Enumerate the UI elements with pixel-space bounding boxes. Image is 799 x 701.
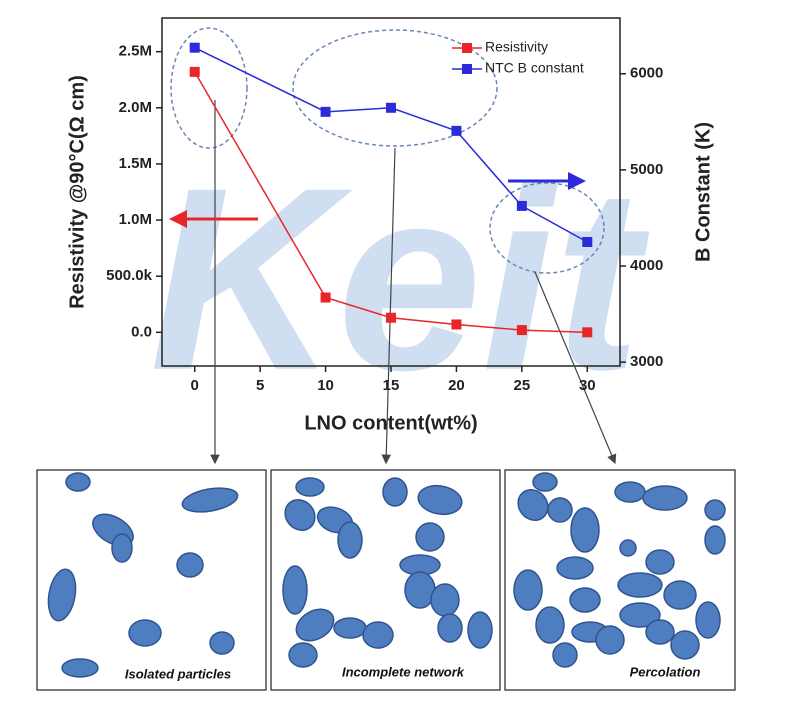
y-axis-label: Resistivity @90°C(Ω cm) [66, 75, 88, 309]
particle [362, 621, 394, 649]
point [320, 106, 331, 117]
particle [517, 489, 549, 521]
particle [65, 472, 91, 492]
particle [417, 484, 463, 516]
x-tick-label: 10 [317, 377, 334, 394]
point [582, 327, 593, 338]
x-axis-label: LNO content(wt%) [304, 412, 477, 434]
y2-tick-label: 3000 [630, 353, 663, 370]
panel-caption: Percolation [630, 664, 701, 679]
particle [128, 619, 162, 647]
particle [467, 611, 493, 649]
y2-tick-label: 6000 [630, 65, 663, 82]
particle [532, 472, 558, 492]
x-tick-label: 0 [191, 377, 199, 394]
point [189, 42, 200, 53]
particles [47, 472, 726, 678]
y-tick-label: 0.0 [131, 323, 152, 340]
panel-caption: Isolated particles [125, 666, 231, 681]
series-line [194, 47, 588, 243]
particle [181, 487, 239, 513]
particle [415, 522, 445, 552]
particle [382, 477, 408, 507]
particle [176, 552, 204, 578]
particle [570, 507, 600, 553]
x-tick-label: 15 [383, 377, 400, 394]
panel-caption: Incomplete network [342, 664, 465, 679]
particle [547, 497, 573, 523]
particle [556, 556, 594, 580]
point [582, 236, 593, 247]
particle [288, 642, 318, 668]
x-tick-label: 5 [256, 377, 264, 394]
point [516, 200, 527, 211]
particle [642, 485, 688, 511]
point [451, 319, 462, 330]
particle [209, 631, 235, 655]
particle [670, 630, 700, 660]
ellipses [170, 27, 605, 274]
particle [437, 613, 463, 643]
particle [552, 642, 578, 668]
particle [614, 481, 646, 503]
point [320, 292, 331, 303]
particle [430, 583, 460, 617]
particle [595, 625, 625, 655]
particle [569, 587, 601, 613]
particle [295, 608, 335, 642]
particle [333, 617, 367, 639]
x-tick-label: 30 [579, 377, 596, 394]
legend-label: Resistivity [485, 39, 548, 55]
particle [619, 539, 637, 557]
legend-marker [462, 43, 472, 53]
particle [619, 602, 661, 628]
particle [282, 565, 308, 615]
y-tick-label: 1.5M [119, 155, 152, 172]
y-tick-label: 2.5M [119, 43, 152, 60]
particle [645, 619, 675, 645]
y-tick-label: 500.0k [106, 267, 153, 284]
pointer-arrows [210, 100, 617, 465]
particle [695, 601, 721, 639]
particle [337, 521, 363, 559]
x-tick-label: 25 [514, 377, 531, 394]
point [451, 125, 462, 136]
point [189, 66, 200, 77]
point [386, 312, 396, 323]
particle [295, 477, 325, 497]
particle [663, 580, 697, 610]
legend-marker [462, 64, 472, 74]
point [516, 325, 527, 336]
particle [61, 658, 99, 678]
series-line [194, 71, 588, 334]
particle [704, 499, 726, 521]
x-tick-label: 20 [448, 377, 465, 394]
watermark: Keit [149, 135, 651, 425]
y-tick-label: 2.0M [119, 99, 152, 116]
y2-tick-label: 5000 [630, 161, 663, 178]
particle [284, 499, 316, 531]
y2-axis-label: B Constant (K) [692, 122, 714, 262]
point [386, 102, 396, 113]
particle [47, 568, 77, 622]
y2-tick-label: 4000 [630, 257, 663, 274]
legend-label: NTC B constant [485, 60, 584, 76]
y-tick-label: 1.0M [119, 211, 152, 228]
particle [111, 533, 133, 563]
particle [704, 525, 726, 555]
particle [535, 606, 565, 644]
particle [645, 549, 675, 575]
particle [513, 569, 543, 611]
particle [617, 572, 663, 598]
